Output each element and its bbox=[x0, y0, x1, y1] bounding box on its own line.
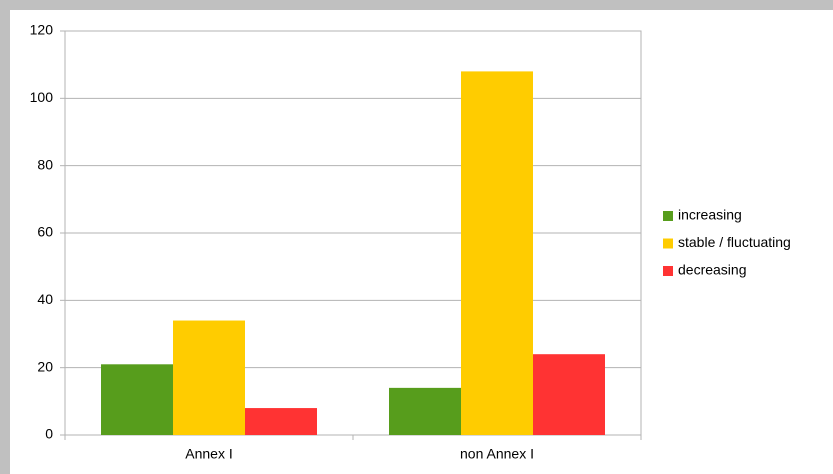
bar bbox=[389, 387, 461, 435]
x-tick-label: Annex I bbox=[185, 446, 232, 462]
y-tick-label: 0 bbox=[45, 426, 53, 442]
y-tick-label: 40 bbox=[37, 291, 53, 307]
bar bbox=[101, 364, 173, 435]
legend-swatch bbox=[663, 211, 673, 221]
legend-label: increasing bbox=[678, 207, 742, 223]
y-tick-label: 80 bbox=[37, 156, 53, 172]
legend-label: decreasing bbox=[678, 262, 747, 278]
legend-swatch bbox=[663, 238, 673, 249]
y-tick-label: 120 bbox=[30, 22, 54, 38]
bar bbox=[245, 408, 317, 435]
bar bbox=[533, 354, 605, 435]
x-tick-label: non Annex I bbox=[460, 446, 534, 462]
legend-label: stable / fluctuating bbox=[678, 234, 791, 250]
bar bbox=[461, 71, 533, 436]
y-tick-label: 60 bbox=[37, 224, 53, 240]
y-tick-label: 100 bbox=[30, 89, 54, 105]
y-tick-label: 20 bbox=[37, 358, 53, 374]
legend-swatch bbox=[663, 266, 673, 276]
bar bbox=[173, 320, 245, 435]
